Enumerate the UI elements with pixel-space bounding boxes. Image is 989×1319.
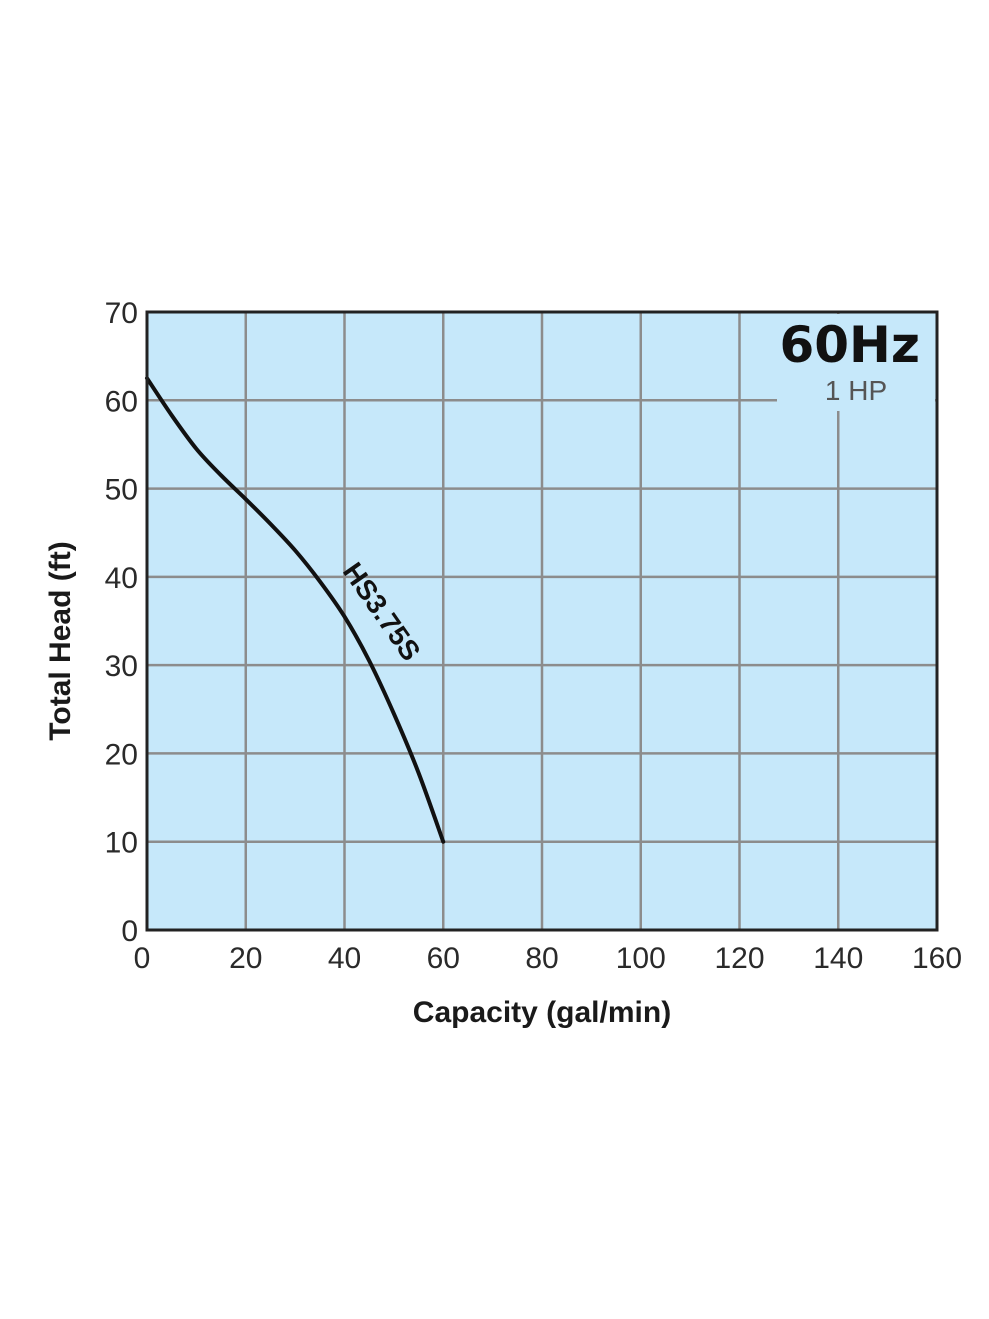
y-tick-label-70: 70 (105, 297, 138, 330)
x-tick-label-120: 120 (714, 942, 764, 975)
series-line-HS3.75S (145, 376, 446, 844)
annotation-background (777, 314, 935, 411)
y-tick-label-0: 0 (121, 915, 138, 948)
y-tick-labels: 0 10 20 30 40 50 60 70 (105, 297, 138, 948)
plot-frame (145, 310, 939, 932)
x-tick-label-160: 160 (912, 942, 962, 975)
x-tick-label-60: 60 (427, 942, 460, 975)
grid-lines (147, 312, 937, 930)
x-tick-label-20: 20 (229, 942, 262, 975)
x-tick-label-40: 40 (328, 942, 361, 975)
frequency-label: 60Hz (779, 316, 920, 374)
y-tick-label-60: 60 (105, 385, 138, 418)
y-tick-label-50: 50 (105, 474, 138, 507)
x-axis-title: Capacity (gal/min) (413, 996, 671, 1029)
y-tick-label-10: 10 (105, 827, 138, 860)
y-tick-label-40: 40 (105, 562, 138, 595)
x-tick-label-80: 80 (525, 942, 558, 975)
x-tick-label-0: 0 (134, 942, 151, 975)
power-label: 1 HP (825, 375, 887, 406)
y-tick-label-30: 30 (105, 650, 138, 683)
x-tick-labels: 0 20 40 60 80 100 120 140 160 (134, 942, 962, 975)
y-tick-label-20: 20 (105, 738, 138, 771)
x-tick-label-100: 100 (616, 942, 666, 975)
y-axis-title: Total Head (ft) (44, 541, 77, 740)
x-tick-label-140: 140 (813, 942, 863, 975)
